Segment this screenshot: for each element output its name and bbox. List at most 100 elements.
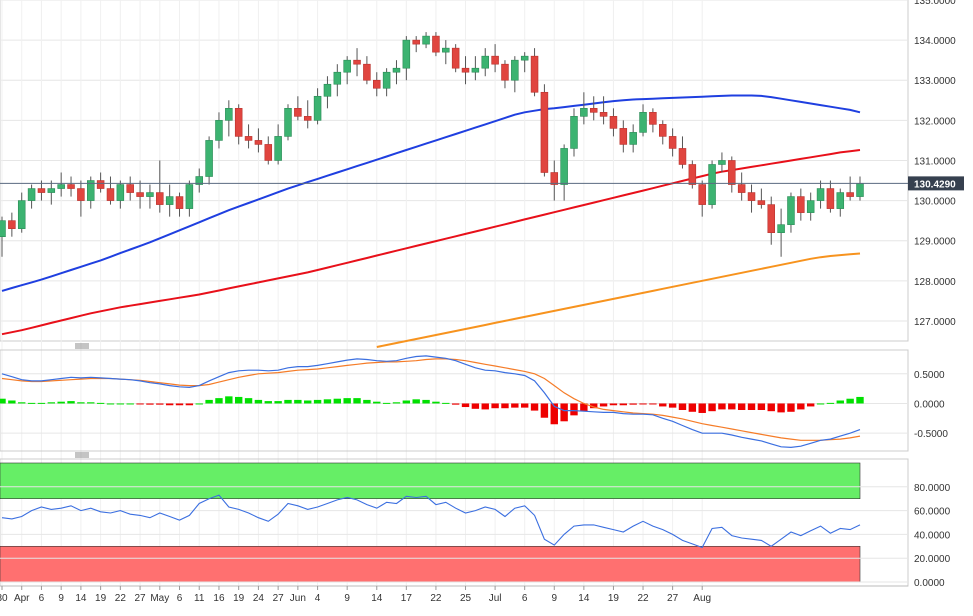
macd-histogram-bar	[619, 403, 628, 406]
x-tick-label: 9	[58, 593, 64, 604]
macd-histogram-bar	[668, 403, 677, 408]
candle-body	[294, 108, 302, 117]
macd-histogram-bar	[540, 403, 549, 418]
macd-histogram-bar	[254, 399, 263, 404]
candle-body	[0, 220, 6, 237]
macd-histogram-bar	[175, 403, 184, 406]
macd-histogram-bar	[826, 402, 835, 404]
candle-body	[747, 192, 756, 201]
macd-histogram-bar	[353, 398, 361, 404]
candle-body	[471, 67, 480, 73]
candle-body	[599, 112, 608, 117]
macd-histogram-bar	[116, 403, 125, 405]
macd-histogram-bar	[649, 403, 657, 405]
macd-histogram-bar	[609, 403, 618, 406]
price-tick-label: 131.0000	[914, 156, 956, 167]
candle-body	[649, 112, 657, 125]
macd-histogram-bar	[481, 403, 489, 410]
macd-histogram-bar	[422, 399, 430, 404]
x-tick-label: 17	[401, 593, 413, 604]
x-tick-label: Jun	[290, 593, 306, 604]
candle-body	[225, 108, 233, 121]
macd-histogram-bar	[580, 403, 588, 412]
price-tick-label: 133.0000	[914, 76, 956, 87]
x-tick-label: 14	[578, 593, 590, 604]
candle-body	[244, 136, 253, 141]
candle-body	[668, 136, 677, 149]
macd-histogram-bar	[136, 403, 144, 405]
candle-body	[816, 188, 825, 201]
candle-body	[422, 35, 430, 45]
macd-histogram-bar	[511, 403, 519, 408]
x-tick-label: 14	[371, 593, 383, 604]
candle-body	[718, 160, 726, 165]
macd-histogram-bar	[215, 398, 223, 404]
x-tick-label: 11	[194, 593, 205, 604]
candle-body	[215, 120, 223, 141]
macd-line	[1, 355, 861, 449]
macd-histogram-bar	[27, 402, 36, 404]
macd-histogram-bar	[244, 398, 253, 404]
macd-histogram-bar	[304, 400, 312, 404]
candle-body	[826, 188, 835, 209]
macd-histogram-bar	[560, 403, 568, 422]
macd-histogram-bar	[323, 399, 332, 404]
sma200-line	[376, 252, 861, 348]
x-tick-label: 4	[315, 593, 321, 604]
macd-histogram-bar	[767, 403, 775, 412]
macd-histogram-bar	[590, 403, 598, 409]
x-tick-label: 27	[273, 593, 285, 604]
candle-body	[856, 183, 864, 197]
sma100-line	[1, 149, 861, 336]
macd-histogram-bar	[678, 403, 687, 411]
macd-tick-label: -0.5000	[914, 429, 948, 440]
x-axis: 30Apr6914192227May61116192427Jun49141722…	[0, 585, 908, 604]
macd-histogram-bar	[718, 403, 726, 410]
candle-body	[195, 176, 203, 185]
candle-body	[787, 196, 795, 225]
macd-histogram-bar	[77, 402, 85, 404]
x-tick-label: 22	[115, 593, 127, 604]
macd-histogram-bar	[846, 398, 854, 404]
macd-histogram-bar	[363, 399, 371, 404]
candle-body	[156, 192, 164, 205]
macd-histogram-bar	[294, 399, 302, 404]
macd-histogram-bar	[333, 398, 342, 404]
price-tick-label: 129.0000	[914, 237, 956, 248]
macd-histogram-bar	[284, 399, 292, 404]
candle-body	[116, 184, 125, 201]
macd-histogram-bar	[737, 403, 746, 411]
candle-body	[580, 108, 588, 117]
candle-body	[8, 220, 16, 229]
candle-body	[343, 59, 351, 73]
macd-histogram-bar	[0, 398, 6, 404]
macd-histogram-bar	[432, 401, 440, 404]
candle-body	[619, 128, 628, 145]
candle-body	[234, 108, 243, 137]
macd-histogram-bar	[797, 403, 805, 410]
candle-body	[67, 184, 75, 189]
x-tick-label: 30	[0, 593, 8, 604]
price-tick-label: 127.0000	[914, 317, 956, 328]
candle-body	[373, 79, 381, 89]
rsi-overbought-band	[0, 462, 861, 500]
candle-body	[501, 63, 509, 81]
macd-histogram-bar	[185, 403, 194, 406]
candle-body	[17, 200, 26, 229]
candle-body	[530, 55, 539, 93]
rsi-tick-label: 40.0000	[914, 530, 951, 541]
candle-body	[27, 188, 36, 201]
macd-histogram-bar	[639, 403, 647, 405]
macd-panel: 0.5000 0.0000 -0.5000	[0, 349, 948, 452]
candle-body	[442, 47, 450, 53]
candle-body	[96, 180, 105, 189]
macd-histogram-bar	[57, 401, 65, 404]
x-tick-label: 6	[39, 593, 45, 604]
macd-plot-area	[0, 349, 909, 452]
x-tick-label: May	[150, 593, 169, 604]
macd-histogram-bar	[274, 401, 282, 404]
macd-histogram-bar	[96, 402, 105, 404]
rsi-tick-label: 0.0000	[914, 578, 945, 589]
